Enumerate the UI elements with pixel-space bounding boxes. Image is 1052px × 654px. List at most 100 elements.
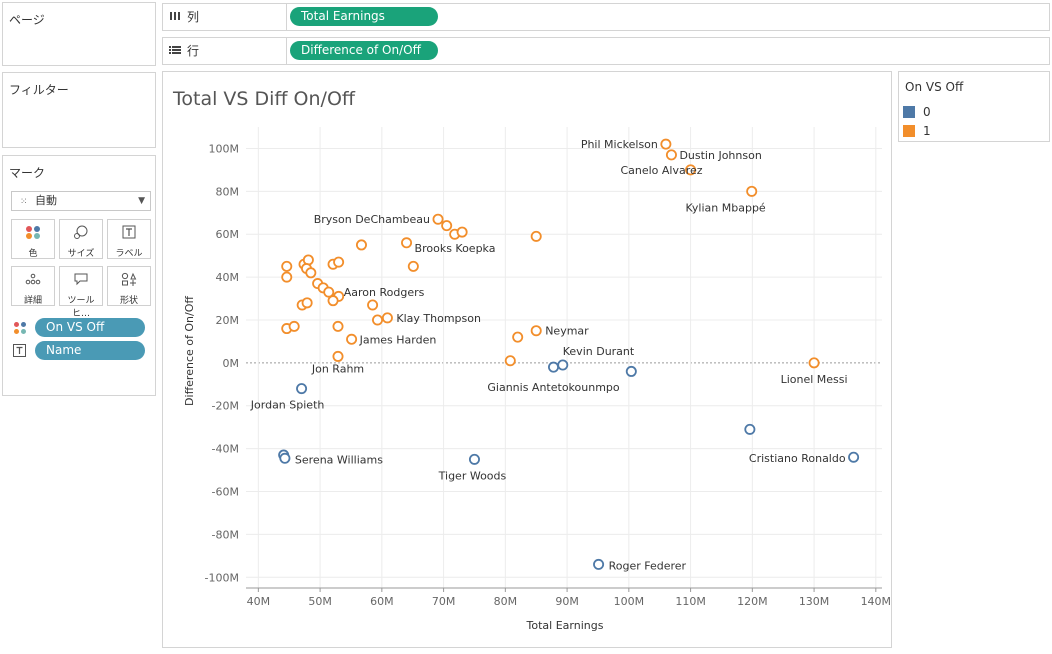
label-field-icon (13, 344, 29, 358)
label-button-label: ラベル (115, 249, 143, 259)
point-label: Lionel Messi (781, 373, 848, 386)
data-point[interactable] (333, 256, 345, 268)
data-point[interactable] (625, 365, 637, 377)
data-point[interactable] (848, 451, 860, 463)
columns-icon (169, 5, 183, 31)
data-point[interactable] (593, 558, 605, 570)
data-point[interactable] (332, 350, 344, 362)
data-point[interactable] (302, 254, 314, 266)
x-tick-label: 80M (494, 595, 518, 608)
data-point[interactable] (281, 271, 293, 283)
point-label: Jordan Spieth (250, 399, 325, 412)
color-icon (12, 225, 54, 243)
columns-shelf[interactable]: 列 Total Earnings (162, 3, 1050, 31)
data-point[interactable] (660, 138, 672, 150)
difference-pill[interactable]: Difference of On/Off (290, 41, 438, 60)
point-label: Serena Williams (295, 453, 383, 466)
data-point[interactable] (744, 423, 756, 435)
data-point[interactable] (456, 226, 468, 238)
y-tick-label: -20M (212, 400, 239, 413)
chevron-down-icon: ▼ (138, 196, 145, 206)
legend-swatch-0 (903, 106, 915, 118)
columns-shelf-header: 列 (163, 4, 287, 30)
detail-icon (12, 272, 54, 290)
data-point[interactable] (468, 453, 480, 465)
legend-swatch-1 (903, 125, 915, 137)
total-earnings-pill[interactable]: Total Earnings (290, 7, 438, 26)
y-tick-label: 100M (209, 142, 240, 155)
data-point[interactable] (808, 357, 820, 369)
tooltip-button[interactable]: ツールヒ… (59, 266, 103, 319)
x-tick-label: 40M (247, 595, 271, 608)
marks-card-label: マーク (9, 166, 46, 180)
x-tick-label: 50M (308, 595, 332, 608)
label-icon (108, 225, 150, 243)
y-tick-label: 0M (223, 357, 240, 370)
data-point[interactable] (301, 297, 313, 309)
point-label: Jon Rahm (311, 362, 364, 375)
data-point[interactable] (504, 355, 516, 367)
filters-shelf[interactable]: フィルター (2, 72, 156, 148)
x-tick-label: 90M (555, 595, 579, 608)
data-point[interactable] (746, 185, 758, 197)
data-point[interactable] (281, 260, 293, 272)
mark-type-dropdown[interactable]: ⁙ 自動 ▼ (11, 191, 151, 211)
color-legend: On VS Off 0 1 (898, 71, 1050, 142)
legend-title: On VS Off (905, 80, 964, 94)
color-button-label: 色 (28, 249, 38, 259)
y-axis-title: Difference of On/Off (183, 296, 196, 406)
detail-button-label: 詳細 (23, 296, 42, 306)
y-tick-label: -80M (212, 528, 239, 541)
label-button[interactable]: ラベル (107, 219, 151, 259)
data-point[interactable] (372, 314, 384, 326)
data-point[interactable] (441, 220, 453, 232)
on-vs-off-field-pill[interactable]: On VS Off (35, 318, 145, 337)
data-point[interactable] (530, 230, 542, 242)
data-point[interactable] (305, 267, 317, 279)
data-point[interactable] (665, 149, 677, 161)
data-point[interactable] (296, 383, 308, 395)
data-point[interactable] (512, 331, 524, 343)
y-tick-label: -60M (212, 486, 239, 499)
point-label: Cristiano Ronaldo (749, 452, 846, 465)
pages-shelf-label: ページ (9, 13, 45, 27)
point-label: Klay Thompson (396, 312, 481, 325)
data-point[interactable] (323, 286, 335, 298)
data-point[interactable] (432, 213, 444, 225)
legend-item-0[interactable]: 0 (903, 105, 931, 119)
legend-item-1[interactable]: 1 (903, 124, 931, 138)
data-point[interactable] (279, 452, 291, 464)
data-point[interactable] (332, 320, 344, 332)
x-tick-label: 100M (614, 595, 645, 608)
data-point[interactable] (407, 260, 419, 272)
shape-button[interactable]: 形状 (107, 266, 151, 306)
data-point[interactable] (685, 164, 697, 176)
columns-shelf-label: 列 (187, 10, 200, 24)
color-button[interactable]: 色 (11, 219, 55, 259)
data-point[interactable] (557, 359, 569, 371)
name-field-pill[interactable]: Name (35, 341, 145, 360)
point-label: Aaron Rodgers (344, 286, 425, 299)
rows-shelf[interactable]: 行 Difference of On/Off (162, 37, 1050, 65)
data-point[interactable] (355, 239, 367, 251)
size-button-label: サイズ (67, 249, 95, 259)
pages-shelf[interactable]: ページ (2, 2, 156, 66)
x-tick-label: 110M (675, 595, 706, 608)
scatter-chart[interactable]: Total VS Diff On/Off 100M 80M 60M 40M 20M 0M -… (163, 72, 891, 647)
data-point[interactable] (530, 325, 542, 337)
point-label: Kylian Mbappé (686, 201, 766, 214)
data-point[interactable] (548, 361, 560, 373)
data-point[interactable] (346, 333, 358, 345)
point-label: Dustin Johnson (679, 149, 761, 162)
x-tick-label: 130M (799, 595, 830, 608)
x-tick-label: 70M (432, 595, 456, 608)
data-point[interactable] (401, 237, 413, 249)
data-point[interactable] (381, 312, 393, 324)
point-label: Kevin Durant (563, 345, 635, 358)
data-point[interactable] (327, 295, 339, 307)
detail-button[interactable]: 詳細 (11, 266, 55, 306)
shape-button-label: 形状 (119, 296, 138, 306)
data-point[interactable] (288, 320, 300, 332)
size-button[interactable]: サイズ (59, 219, 103, 259)
data-point[interactable] (367, 299, 379, 311)
